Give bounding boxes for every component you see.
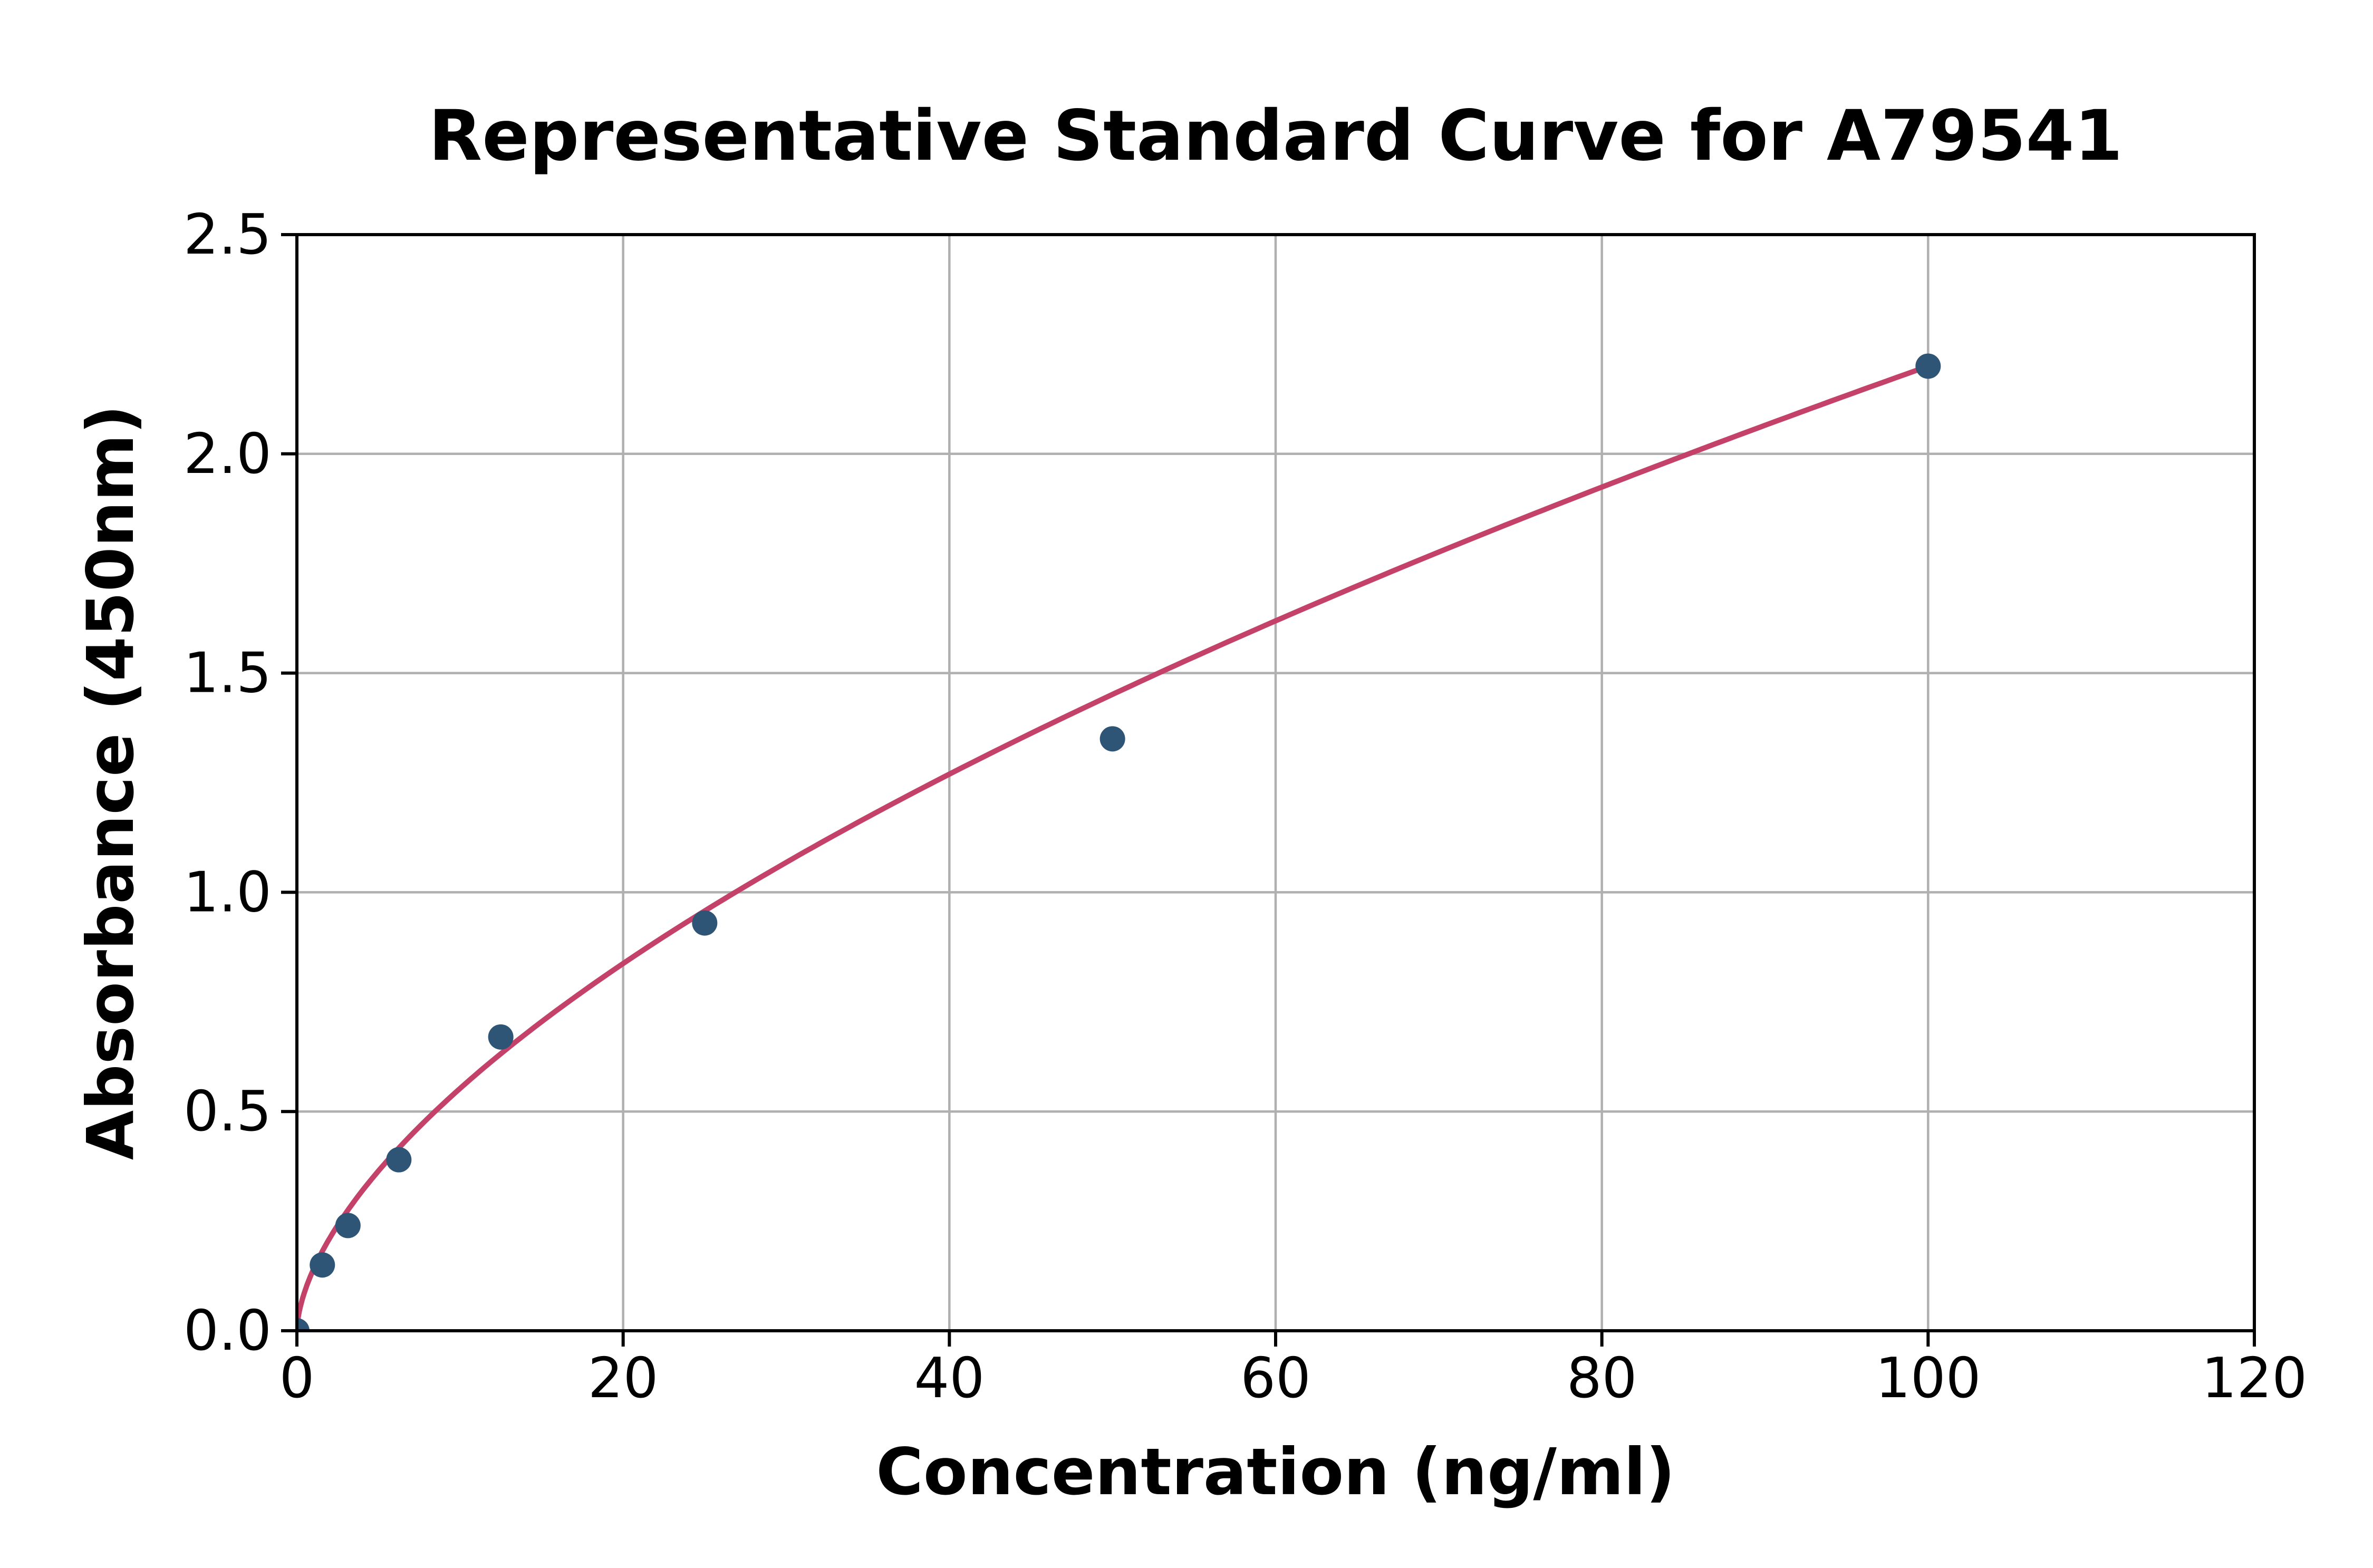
x-tick-label: 60 xyxy=(1240,1346,1311,1410)
y-tick-label: 1.5 xyxy=(184,641,272,705)
tick-labels: 0 20 40 60 80 100 120 0.0 0.5 1.0 1.5 2.0 2.5 xyxy=(184,202,2307,1410)
x-tick-label: 80 xyxy=(1567,1346,1637,1410)
x-tick-label: 40 xyxy=(914,1346,985,1410)
y-tick-label: 2.5 xyxy=(184,202,272,267)
y-tick-label: 0.0 xyxy=(184,1299,272,1363)
data-point-marker xyxy=(310,1252,335,1278)
data-point-marker xyxy=(1915,353,1941,379)
axis-ticks xyxy=(281,233,2256,1347)
data-point-marker xyxy=(335,1213,361,1238)
data-point-marker xyxy=(1099,726,1125,752)
x-tick-label: 0 xyxy=(279,1346,315,1410)
data-point-marker xyxy=(692,910,718,936)
y-tick-label: 2.0 xyxy=(184,422,272,486)
x-axis-label: Concentration (ng/ml) xyxy=(876,1435,1675,1509)
x-tick-label: 20 xyxy=(588,1346,659,1410)
x-tick-label: 120 xyxy=(2202,1346,2307,1410)
data-point-marker xyxy=(488,1024,514,1050)
y-axis-label: Absorbance (450nm) xyxy=(73,405,148,1160)
x-tick-label: 100 xyxy=(1875,1346,1981,1410)
data-point-marker xyxy=(297,1318,310,1331)
y-tick-label: 0.5 xyxy=(184,1079,272,1144)
data-points xyxy=(297,353,1941,1331)
y-tick-label: 1.0 xyxy=(184,860,272,924)
chart-title: Representative Standard Curve for A79541 xyxy=(429,95,2123,177)
data-point-marker xyxy=(386,1147,412,1173)
